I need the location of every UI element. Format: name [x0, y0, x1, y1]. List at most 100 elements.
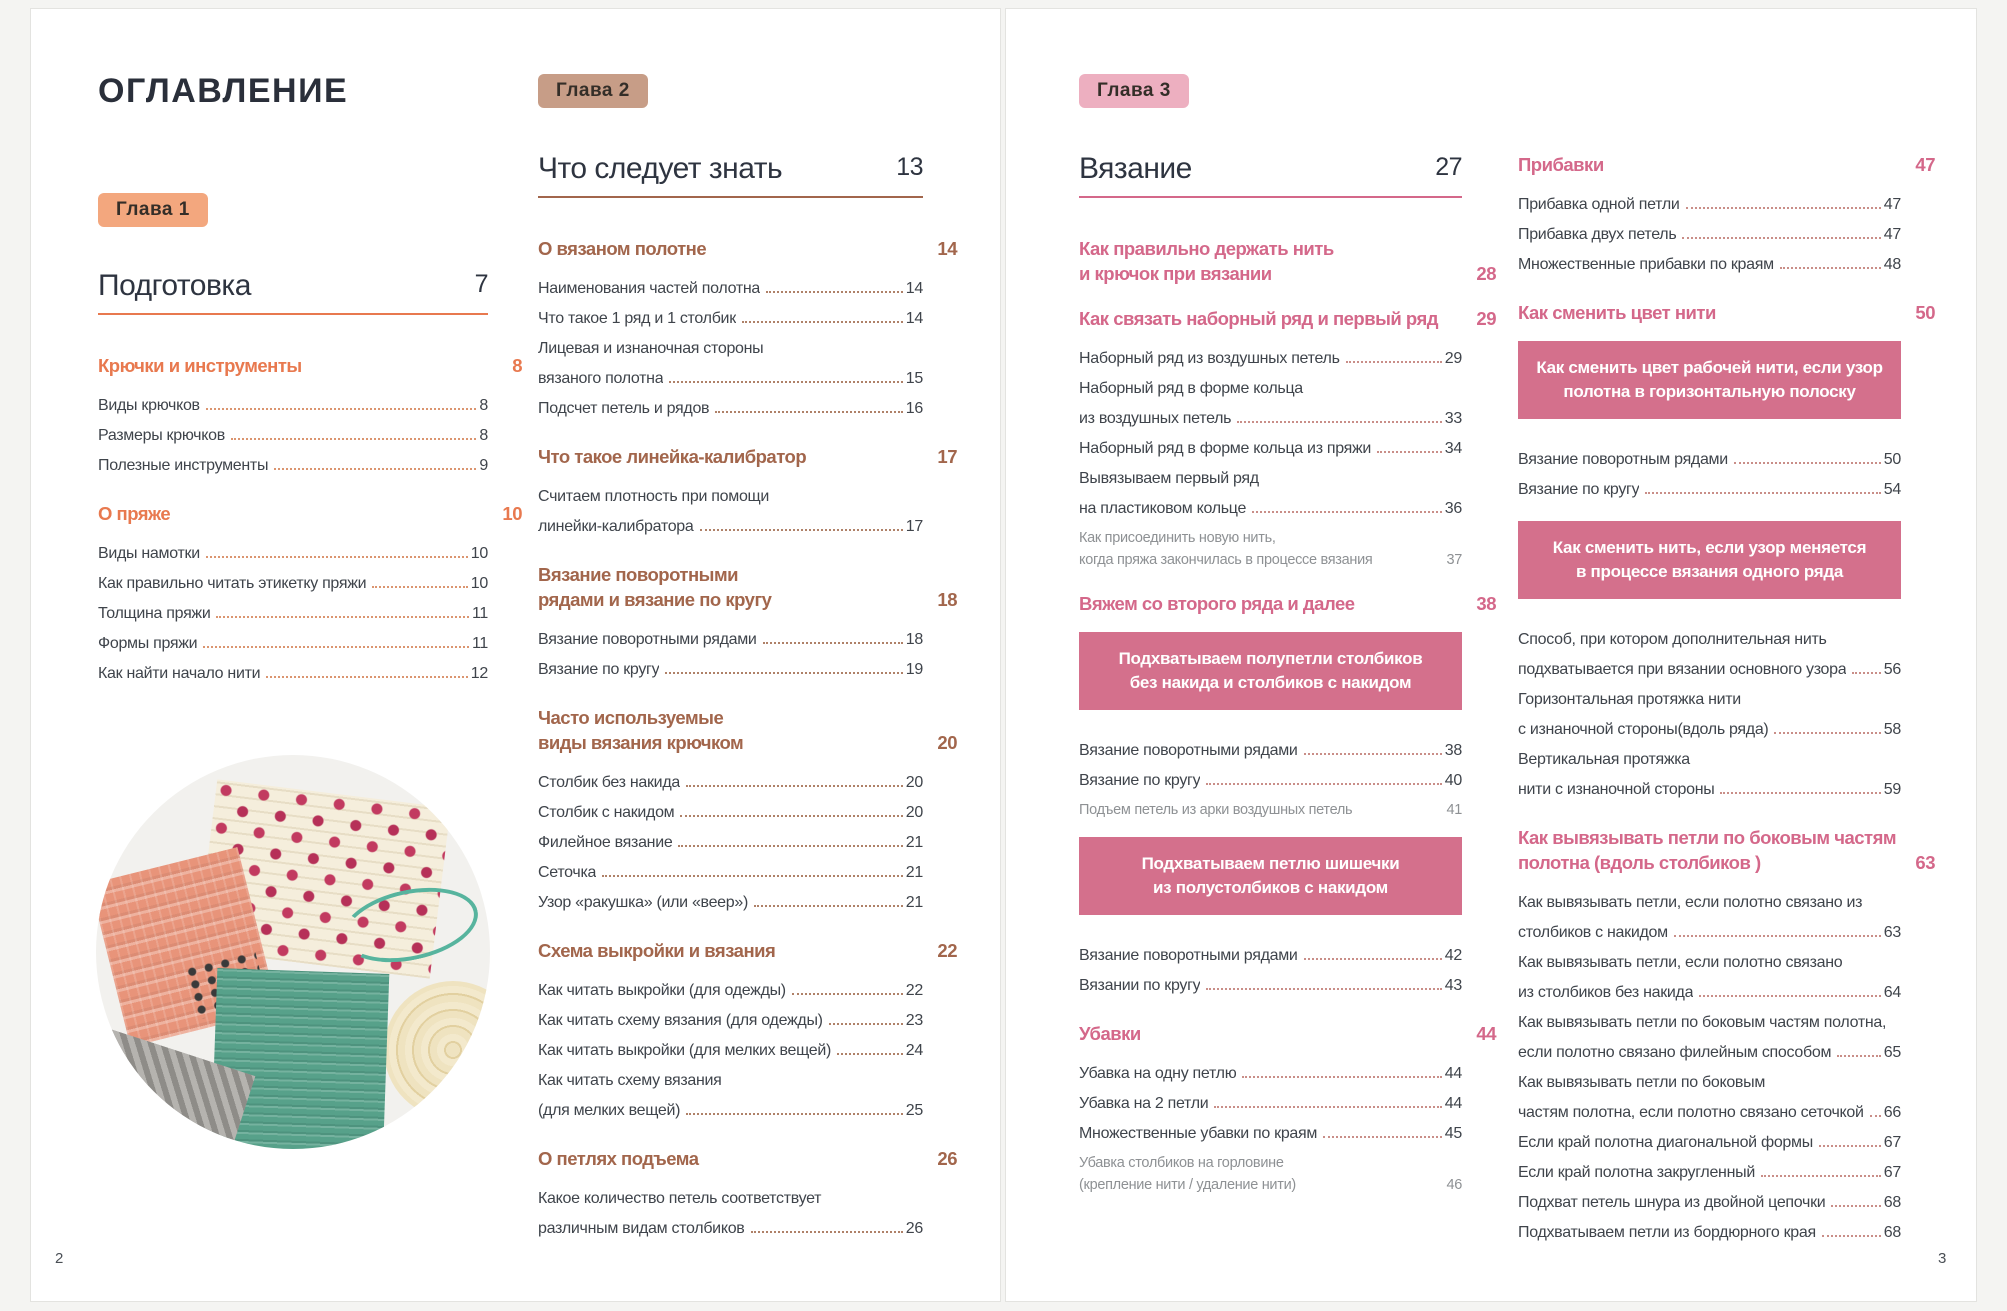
dotted-leader [1323, 1136, 1442, 1138]
dotted-leader [715, 411, 903, 413]
dotted-leader [1831, 1205, 1881, 1207]
toc-subheading: Прибавки 47 [1518, 152, 1936, 177]
section-heading-title: Подготовка [98, 269, 251, 302]
toc-entry-page-number: 19 [905, 661, 924, 678]
toc-entry-label: Как правильно читать этикетку пряжи [98, 575, 367, 592]
toc-entry-line: Как вывязывать петли по боковым частям п… [1518, 1014, 1887, 1031]
toc-entry-label: Полезные инструменты [98, 457, 269, 474]
toc-entry: Наборный ряд в форме кольца из воздушных … [1079, 374, 1462, 434]
toc-subheading-line: и крючок при вязании [1079, 263, 1272, 284]
toc-entry: Как вывязывать петли, если полотно связа… [1518, 888, 1901, 948]
toc-entry-label: частям полотна, если полотно связано сет… [1518, 1104, 1864, 1121]
toc-entry-page-number: 14 [905, 310, 924, 327]
toc-subheading: О пряже 10 [98, 501, 523, 526]
toc-subheading-line: Крючки и инструменты [98, 355, 302, 376]
dotted-leader [1685, 207, 1881, 209]
dotted-leader [1779, 267, 1881, 269]
dotted-leader [665, 672, 903, 674]
toc-entry-label: подхватывается при вязании основного узо… [1518, 661, 1847, 678]
toc-subheading-page-number: 26 [937, 1148, 957, 1169]
dotted-leader [680, 815, 903, 817]
toc-entry-label: нити с изнаночной стороны [1518, 781, 1715, 798]
toc-entry: Вязание поворотными рядами 38 [1079, 736, 1462, 766]
section-heading: Подготовка 7 [98, 269, 489, 303]
toc-entry-label: Сеточка [538, 864, 597, 881]
toc-entry-label: Убавка на одну петлю [1079, 1065, 1237, 1082]
toc-entry-label: столбиков с накидом [1518, 924, 1668, 941]
toc-entry-last-line: Столбик с накидом 20 [538, 798, 923, 828]
toc-entry-page-number: 66 [1883, 1104, 1902, 1121]
toc-subentry-last-line: (крепление нити / удаление нити) 46 [1079, 1174, 1462, 1196]
toc-entry-last-line: Полезные инструменты 9 [98, 451, 488, 481]
dotted-leader [791, 993, 903, 995]
toc-entry-label: Вязание поворотным рядами [1518, 451, 1728, 468]
toc-entry-last-line: Вязание по кругу 40 [1079, 766, 1462, 796]
toc-entry: Формы пряжи 11 [98, 629, 488, 659]
toc-entry-last-line: Как читать выкройки (для одежды) 22 [538, 976, 923, 1006]
toc-entry-label: Филейное вязание [538, 834, 673, 851]
toc-entry-page-number: 11 [471, 605, 488, 622]
toc-entry: Как вывязывать петли по боковым частям по… [1518, 1068, 1901, 1128]
toc-entry-last-line: линейки-калибратора 17 [538, 512, 923, 542]
toc-entry-page-number: 34 [1444, 440, 1463, 457]
toc-subentry: Как присоединить новую нить, когда пряжа … [1079, 527, 1462, 571]
toc-entry-last-line: Вязание поворотными рядами 42 [1079, 941, 1462, 971]
toc-subheading: О вязаном полотне 14 [538, 236, 958, 261]
toc-entry-page-number: 44 [1444, 1065, 1463, 1082]
dotted-leader [1252, 511, 1442, 513]
toc-entry-label: Столбик с накидом [538, 804, 675, 821]
toc-entry-last-line: Формы пряжи 11 [98, 629, 488, 659]
toc-entry-label: Наборный ряд из воздушных петель [1079, 350, 1340, 367]
toc-entry: Виды намотки 10 [98, 539, 488, 569]
dotted-leader [762, 642, 903, 644]
toc-entry: Вязании по кругу 43 [1079, 971, 1462, 1001]
toc-entry-last-line: Наборный ряд из воздушных петель 29 [1079, 344, 1462, 374]
toc-subheading-page-number: 20 [937, 732, 957, 753]
dotted-leader [1237, 421, 1442, 423]
toc-subheading-page-number: 8 [512, 355, 522, 376]
dotted-leader [699, 529, 903, 531]
toc-subentry-page-number: 41 [1446, 802, 1462, 818]
highlight-banner: Подхватываем полупетли столбиков без наки… [1079, 632, 1462, 710]
toc-subheading-page-number: 17 [937, 446, 957, 467]
toc-entry-last-line: Множественные убавки по краям 45 [1079, 1119, 1462, 1149]
section-heading-page-number: 27 [1435, 153, 1462, 181]
toc-entry-page-number: 8 [479, 427, 488, 444]
toc-entry-page-number: 48 [1883, 256, 1902, 273]
toc-subheading-line: Прибавки [1518, 154, 1604, 175]
toc-entry: Наборный ряд в форме кольца из пряжи 34 [1079, 434, 1462, 464]
toc-entry-line: Наборный ряд в форме кольца [1079, 380, 1303, 397]
toc-entry: Наборный ряд из воздушных петель 29 [1079, 344, 1462, 374]
toc-entry-page-number: 14 [905, 280, 924, 297]
toc-entry-last-line: с изнаночной стороны(вдоль ряда) 58 [1518, 715, 1901, 745]
toc-subentry-last-line: Подъем петель из арки воздушных петель 41 [1079, 799, 1462, 821]
toc-entry-line: Как читать схему вязания [538, 1072, 722, 1089]
chapter-badge: Глава 1 [98, 193, 208, 227]
toc-entry: Узор «ракушка» (или «веер») 21 [538, 888, 923, 918]
toc-entry-label: Вязание поворотными рядами [1079, 947, 1298, 964]
toc-entry-label: Узор «ракушка» (или «веер») [538, 894, 748, 911]
crochet-swatches-photo [96, 755, 490, 1149]
toc-entry-page-number: 56 [1883, 661, 1902, 678]
dotted-leader [1821, 1235, 1881, 1237]
toc-entry-page-number: 44 [1444, 1095, 1463, 1112]
toc-subheading-page-number: 18 [937, 589, 957, 610]
toc-entry: Способ, при котором дополнительная нить п… [1518, 625, 1901, 685]
toc-subheading-page-number: 14 [937, 238, 957, 259]
toc-subheading: Вяжем со второго ряда и далее 38 [1079, 591, 1497, 616]
toc-entry-page-number: 29 [1444, 350, 1463, 367]
toc-entry-last-line: Вязании по кругу 43 [1079, 971, 1462, 1001]
toc-entry-last-line: если полотно связано филейным способом 65 [1518, 1038, 1901, 1068]
toc-entry: Убавка на 2 петли 44 [1079, 1089, 1462, 1119]
dotted-leader [1818, 1145, 1881, 1147]
section-heading-rule [98, 313, 488, 315]
toc-entry-page-number: 63 [1883, 924, 1902, 941]
highlight-banner-line: Подхватываем полупетли столбиков [1118, 649, 1423, 668]
toc-entry: Вязание по кругу 40 [1079, 766, 1462, 796]
toc-entry: Вертикальная протяжка нити с изнаночной с… [1518, 745, 1901, 805]
toc-entry-page-number: 20 [905, 774, 924, 791]
toc-entry: Как вывязывать петли по боковым частям п… [1518, 1008, 1901, 1068]
toc-subheading: Вязание поворотными рядами и вязание по к… [538, 562, 958, 612]
toc-subheading: Как правильно держать нить и крючок при в… [1079, 236, 1497, 286]
toc-entry-last-line: Вязание по кругу 19 [538, 655, 923, 685]
